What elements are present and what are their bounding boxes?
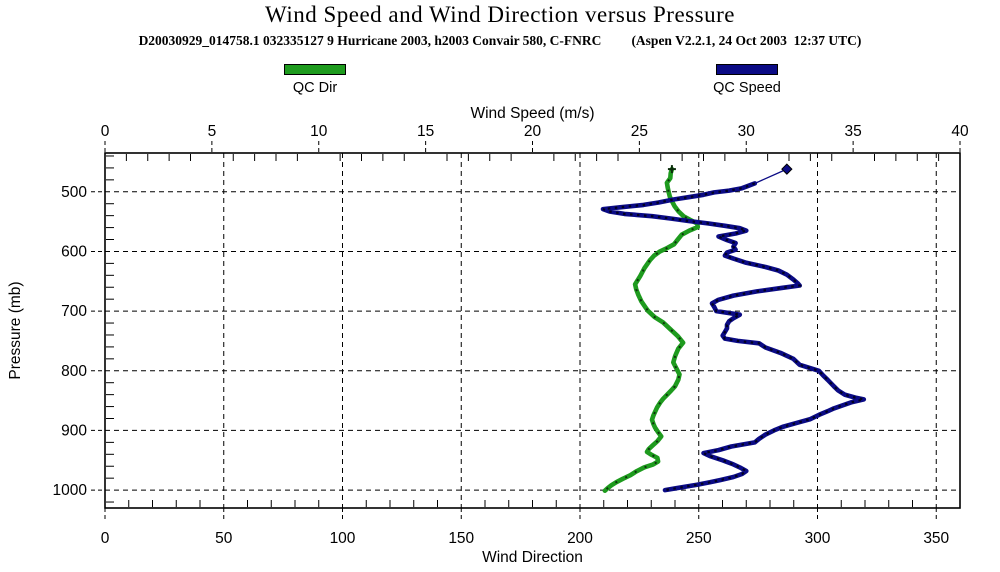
- qc-dir-swatch: [284, 64, 346, 75]
- qc-dir-legend-label: QC Dir: [292, 80, 338, 96]
- tick-label-bottom: 200: [567, 530, 593, 547]
- chart-title: Wind Speed and Wind Direction versus Pre…: [265, 2, 735, 27]
- tick-label-top: 10: [310, 123, 328, 140]
- axis-title-bottom: Wind Direction: [482, 549, 583, 566]
- tick-label-top: 25: [631, 123, 648, 140]
- chart-subtitle: D20030929_014758.1 032335127 9 Hurricane…: [0, 33, 1000, 49]
- tick-label-bottom: 150: [448, 530, 474, 547]
- tick-label-bottom: 350: [923, 530, 949, 547]
- legend-item-qc-speed: QC Speed: [699, 64, 795, 96]
- plot-border: [104, 152, 961, 509]
- tick-label-bottom: 50: [215, 530, 233, 547]
- axis-title-top: Wind Speed (m/s): [470, 105, 594, 122]
- tick-label-top: 40: [951, 123, 969, 140]
- flight-level-connector: [754, 168, 788, 185]
- tick-label-bottom: 250: [686, 530, 712, 547]
- tick-label-top: 35: [845, 123, 862, 140]
- tick-label-left: 700: [61, 303, 87, 320]
- qc-speed-line: [600, 181, 867, 493]
- tick-label-top: 20: [524, 123, 542, 140]
- tick-label-bottom: 300: [805, 530, 831, 547]
- qc-speed-markers: [602, 182, 865, 492]
- tick-label-left: 600: [61, 243, 87, 260]
- axis-title-left: Pressure (mb): [7, 281, 24, 379]
- tick-label-left: 900: [61, 422, 87, 439]
- tick-label-bottom: 0: [101, 530, 110, 547]
- app-version-text: (Aspen V2.2.1, 24 Oct 2003 12:37 UTC): [631, 33, 862, 48]
- qc-speed-swatch: [716, 64, 778, 75]
- tick-label-top: 5: [208, 123, 217, 140]
- flight-level-diamond: [781, 163, 793, 175]
- tick-label-top: 15: [417, 123, 434, 140]
- tick-label-left: 500: [61, 184, 87, 201]
- tick-label-top: 0: [101, 123, 110, 140]
- tick-label-left: 1000: [53, 482, 88, 499]
- tick-label-bottom: 100: [330, 530, 356, 547]
- tick-label-top: 30: [738, 123, 756, 140]
- tick-label-left: 800: [61, 363, 87, 380]
- qc-speed-legend-label: QC Speed: [713, 80, 781, 96]
- sounding-id-text: D20030929_014758.1 032335127 9 Hurricane…: [138, 33, 602, 48]
- legend-item-qc-dir: QC Dir: [267, 64, 363, 96]
